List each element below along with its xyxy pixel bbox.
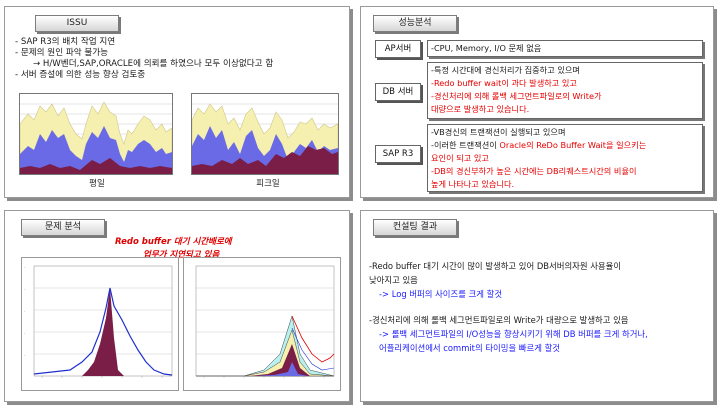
perf-sap-line-5: 높게 나타나고 있습니다. [431,179,515,189]
consulting-line-1: -Redo buffer 대기 시간이 많이 발생하고 있어 DB서버의자원 사… [369,261,622,271]
problem-right-red-line [291,315,335,363]
perf-db-line-2: -Redo buffer wait이 과다 발생하고 있고 [431,78,577,88]
perf-label-ap: AP서버 [375,40,421,58]
problem-title: 문제 분석 [21,219,105,236]
issu-line-1: - SAP R3의 배치 작업 지연 [15,37,116,47]
issu-line-4: - 서버 증설에 의한 성능 향상 검토중 [15,70,146,80]
consulting-line-2: 낮아지고 있음 [369,275,418,285]
perf-db-line-3: -경신처리에 의해 롤백 세그먼트파일로의 Write가 [431,91,602,101]
svg-text:-: - [24,309,26,313]
problem-chart-right-svg [195,265,335,378]
issu-line-2: - 문제의 원인 파악 불가능 [15,48,109,58]
consulting-title: 컨설팅 결과 [373,219,457,236]
perf-ap-line-1: -CPU, Memory, I/O 문제 없음 [431,43,542,53]
peakday-chart [191,93,339,175]
consulting-line-5: -> 롤백 세그먼트파일의 I/O성능을 향상시키기 위해 DB 버퍼를 크게 … [379,329,648,339]
consulting-gap [369,301,648,313]
problem-right-area-blue [254,362,308,376]
weekday-label: 평일 [89,179,105,189]
perf-db-line-4: 대량으로 발생하고 있습니다. [431,104,530,114]
perf-sap-line-2: -이러한 트랜잭션이 Oracle의 ReDo Buffer Wait을 일으키… [431,140,647,150]
svg-text:-: - [24,331,26,335]
svg-text:-: - [24,353,26,357]
consulting-panel: 컨설팅 결과 -Redo buffer 대기 시간이 많이 발생하고 있어 DB… [360,210,714,402]
issu-text: - SAP R3의 배치 작업 지연 - 문제의 원인 파악 불가능 → H/W… [15,37,273,81]
problem-annotation-2: 업무가 지연되고 있음 [143,250,220,260]
performance-title: 성능분석 [373,15,457,32]
problem-panel: 문제 분석 Redo buffer 대기 시간배로에 업무가 지연되고 있음 -… [4,210,350,402]
peakday-chart-svg [191,94,339,175]
consulting-line-6: 어플리케이션에서 commit의 타이밍을 빠르게 할것 [379,343,560,353]
problem-chart-left-svg: - - - - - [24,265,173,378]
weekday-chart-svg [19,94,173,175]
perf-label-db: DB 서버 [375,83,421,101]
perf-box-ap: -CPU, Memory, I/O 문제 없음 [427,40,703,57]
perf-sap-line-3: 요인이 되고 있고 [431,153,489,163]
problem-right-blue-line [291,327,335,371]
peakday-area-maroon [192,146,338,174]
weekday-chart [19,93,173,175]
weekday-area-purple [20,126,172,174]
perf-sap-line-4: -DB의 경신부하가 높은 시간에는 DB리퀘스트시간의 비율이 [431,166,637,176]
perf-box-db: -특정 시간대에 경신처리가 집중하고 있으며 -Redo buffer wai… [427,62,703,119]
problem-left-blue-line [33,287,173,376]
perf-box-sap: -VB경신의 트랜잭션이 실행되고 있으며 -이러한 트랜잭션이 Oracle의… [427,124,703,192]
performance-panel: 성능분석 AP서버 -CPU, Memory, I/O 문제 없음 DB 서버 … [360,6,714,198]
issu-title: ISSU [35,15,119,32]
consulting-line-3: -> Log 버퍼의 사이즈를 크게 할것 [379,289,503,299]
problem-chart-left: - - - - - [21,257,179,391]
peakday-label: 피크일 [256,179,280,189]
consulting-text: -Redo buffer 대기 시간이 많이 발생하고 있어 DB서버의자원 사… [369,259,648,355]
issu-line-3: → H/W벤더,SAP,ORACLE에 의뢰를 하였으나 모두 이상없다고 함 [33,59,274,69]
problem-annotation-1: Redo buffer 대기 시간배로에 [115,237,232,247]
svg-text:-: - [24,287,26,291]
perf-label-sap: SAP R3 [375,145,421,163]
svg-text:-: - [24,265,26,269]
issu-panel: ISSU - SAP R3의 배치 작업 지연 - 문제의 원인 파악 불가능 … [4,6,350,198]
weekday-area-maroon [20,158,172,174]
problem-left-maroon-area [82,288,124,376]
perf-sap-line-1: -VB경신의 트랜잭션이 실행되고 있으며 [431,127,566,137]
perf-db-line-1: -특정 시간대에 경신처리가 집중하고 있으며 [431,65,580,75]
problem-chart-right [183,257,341,391]
consulting-line-4: -경신처리에 의해 롤백 세그먼트파일로의 Write가 대량으로 발생하고 있… [369,315,629,325]
